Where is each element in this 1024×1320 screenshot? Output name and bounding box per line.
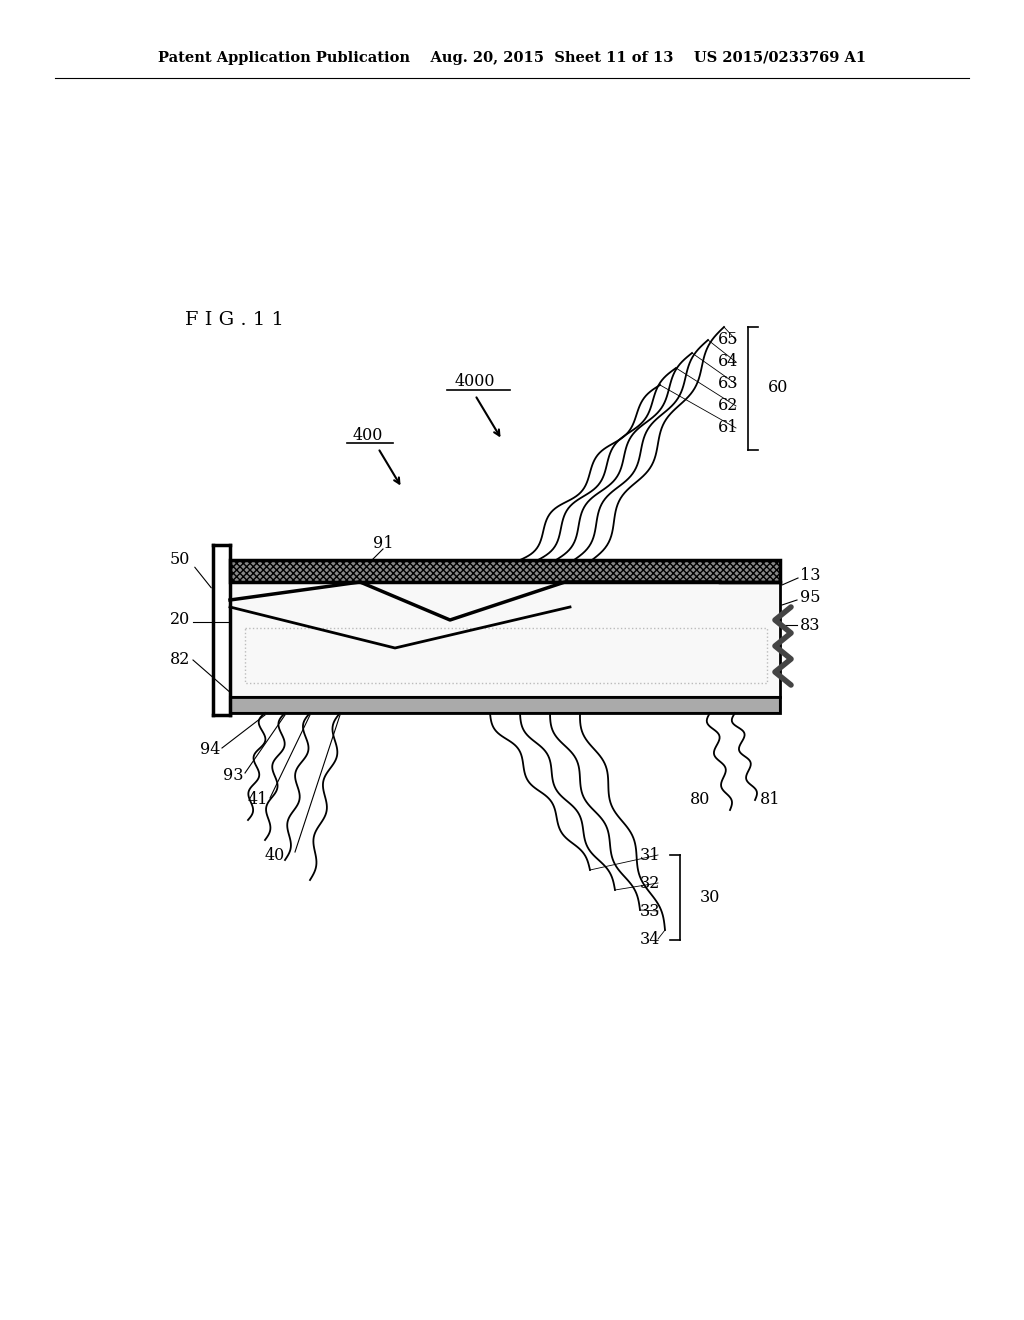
Text: 30: 30	[700, 890, 720, 907]
Bar	[230, 560, 780, 582]
Text: 33: 33	[640, 903, 660, 920]
Text: 41: 41	[248, 792, 268, 808]
Text: 40: 40	[265, 846, 285, 863]
Bar	[230, 697, 780, 713]
Text: 400: 400	[353, 426, 383, 444]
Text: 64: 64	[718, 354, 738, 371]
Text: 31: 31	[640, 846, 660, 863]
Text: 65: 65	[718, 331, 738, 348]
Text: 83: 83	[800, 616, 820, 634]
Text: 13: 13	[800, 568, 820, 585]
Text: 82: 82	[170, 652, 190, 668]
Text: 91: 91	[373, 535, 393, 552]
Bar	[245, 628, 767, 682]
Text: 20: 20	[170, 611, 190, 628]
Bar	[230, 697, 780, 713]
Text: 95: 95	[800, 590, 820, 606]
Text: 81: 81	[760, 792, 780, 808]
Text: 61: 61	[718, 420, 738, 437]
Text: 4000: 4000	[455, 374, 496, 391]
Bar	[230, 560, 780, 582]
Text: 50: 50	[170, 552, 190, 569]
Text: 62: 62	[718, 397, 738, 414]
Text: 93: 93	[222, 767, 243, 784]
Text: Patent Application Publication    Aug. 20, 2015  Sheet 11 of 13    US 2015/02337: Patent Application Publication Aug. 20, …	[158, 51, 866, 65]
Text: 60: 60	[768, 380, 788, 396]
Bar	[230, 582, 780, 697]
Text: 34: 34	[640, 931, 660, 948]
Text: F I G . 1 1: F I G . 1 1	[185, 312, 284, 329]
Text: 94: 94	[200, 742, 220, 759]
Text: 63: 63	[718, 375, 738, 392]
Text: 32: 32	[640, 874, 660, 891]
Text: 80: 80	[689, 792, 710, 808]
